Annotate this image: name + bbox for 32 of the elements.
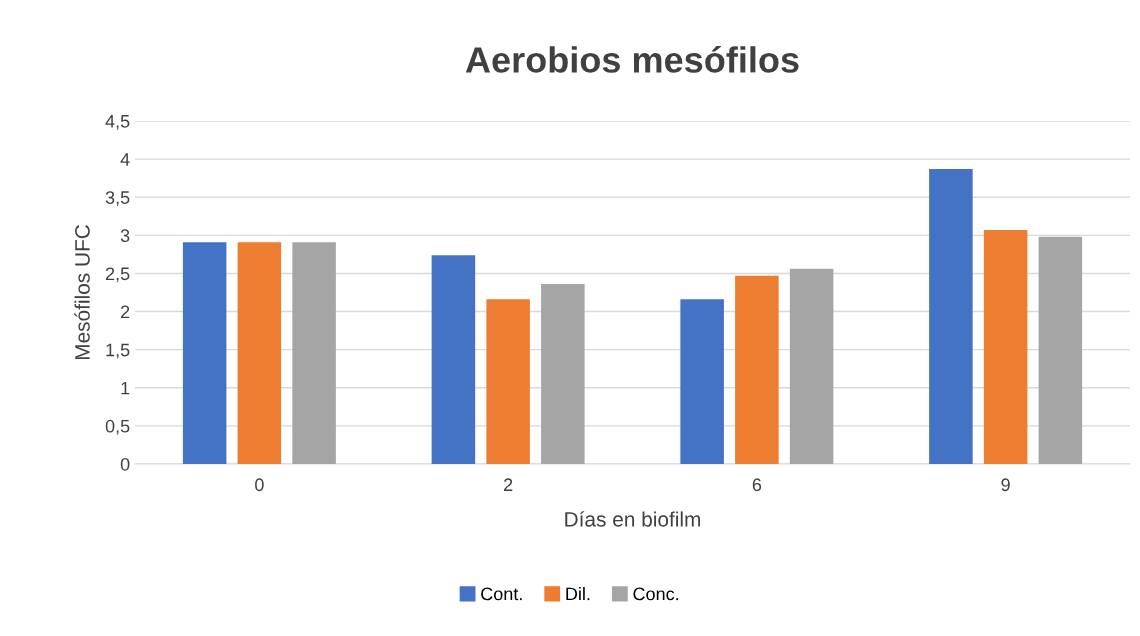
y-tick-label: 4 xyxy=(120,153,130,166)
y-tick-label: 1,5 xyxy=(106,343,130,359)
bar xyxy=(237,242,282,464)
bar xyxy=(182,242,227,464)
x-axis-title: Días en biofilm xyxy=(565,511,701,527)
bar xyxy=(1038,236,1083,464)
y-tick-label: 4,5 xyxy=(105,115,130,130)
bar xyxy=(292,242,336,464)
x-tick-label: 9 xyxy=(1001,478,1010,492)
y-axis-title: Mesófilos UFC xyxy=(74,224,90,360)
y-tick-label: 2 xyxy=(121,305,130,319)
y-tick-label: 3,5 xyxy=(105,191,130,207)
x-tick-label: 0 xyxy=(255,478,264,492)
y-tick-label: 0,5 xyxy=(105,419,130,435)
legend-label: Conc. xyxy=(633,587,679,601)
bar xyxy=(541,284,585,464)
y-tick-label: 0 xyxy=(120,457,130,471)
bar xyxy=(983,230,1028,464)
x-tick-label: 2 xyxy=(504,478,513,491)
bar xyxy=(486,299,530,464)
bar xyxy=(735,275,779,464)
bar xyxy=(680,299,724,464)
y-tick-label: 1 xyxy=(121,381,130,395)
bar xyxy=(789,268,834,464)
chart-title: Aerobios mesófilos xyxy=(465,45,799,73)
legend-label: Dil. xyxy=(566,587,590,601)
legend-label: Cont. xyxy=(481,587,522,601)
y-tick-label: 3 xyxy=(120,229,130,243)
x-tick-label: 6 xyxy=(752,478,762,492)
bar xyxy=(929,169,973,464)
y-tick-label: 2,5 xyxy=(105,267,130,283)
bar xyxy=(431,255,476,464)
